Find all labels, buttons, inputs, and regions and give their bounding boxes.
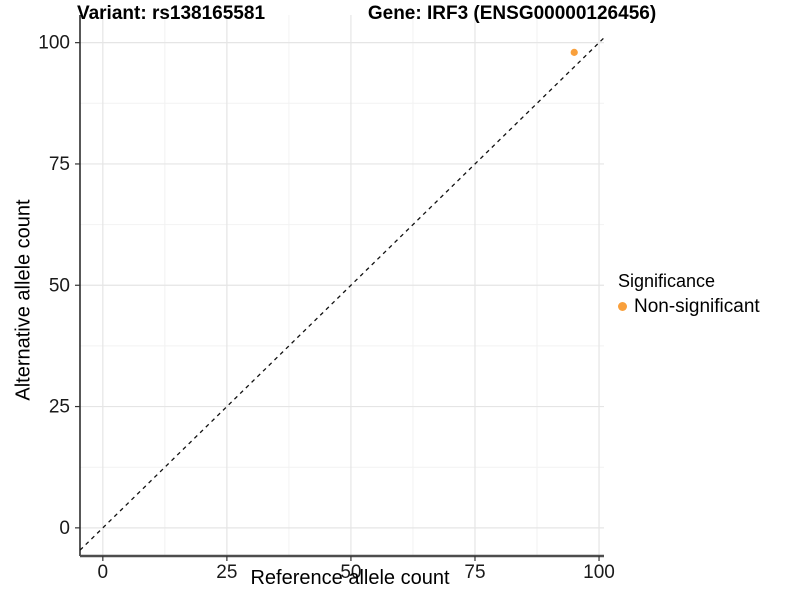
legend-title: Significance <box>618 271 716 291</box>
legend-item: Non-significant <box>618 296 800 318</box>
legend-item-label: Non-significant <box>634 295 760 317</box>
y-tick-label: 75 <box>49 154 70 175</box>
chart-title-variant: Variant: rs138165581 <box>76 3 266 24</box>
identity-line <box>79 37 605 551</box>
y-tick-label: 50 <box>49 275 70 296</box>
legend-key-dot-icon <box>618 302 627 312</box>
y-tick-label: 25 <box>49 397 70 418</box>
chart-title-gene: Gene: IRF3 (ENSG00000126456) <box>367 3 657 24</box>
x-tick-label: 0 <box>98 562 109 583</box>
x-tick-label: 100 <box>583 562 615 583</box>
legend: Significance Non-significant <box>618 271 800 318</box>
x-tick-label: 75 <box>464 562 485 583</box>
y-tick-label: 100 <box>38 33 70 54</box>
y-tick-label: 0 <box>59 518 70 539</box>
data-point <box>570 48 578 56</box>
x-tick-label: 50 <box>340 562 361 583</box>
x-tick-label: 25 <box>216 562 237 583</box>
x-axis-title: Reference allele count <box>250 567 450 589</box>
y-axis-title: Alternative allele count <box>12 199 35 401</box>
